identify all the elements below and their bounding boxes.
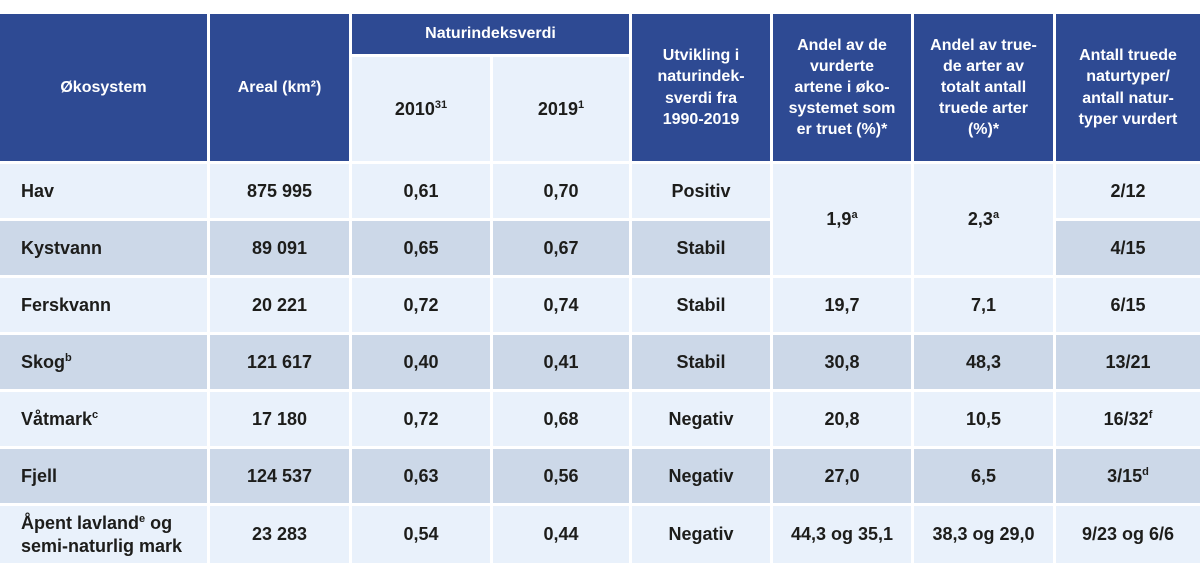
column-header-andel-vurderte: Andel av de vurderte artene i øko- syste… bbox=[773, 14, 911, 161]
row-fjell-andel-vurderte: 27,0 bbox=[773, 449, 911, 503]
column-group-header-naturindeksverdi: Naturindeksverdi bbox=[352, 14, 629, 54]
row-vatmark-andel-vurderte: 20,8 bbox=[773, 392, 911, 446]
footnote-marker: 31 bbox=[434, 98, 448, 111]
row-fjell-name: Fjell bbox=[0, 449, 207, 503]
row-vatmark-utvikling: Negativ bbox=[632, 392, 770, 446]
row-kystvann-areal: 89 091 bbox=[210, 221, 349, 275]
row-fjell-2019: 0,56 bbox=[493, 449, 629, 503]
row-apent-lavland-andel-truede: 38,3 og 29,0 bbox=[914, 506, 1053, 563]
row-skog-utvikling: Stabil bbox=[632, 335, 770, 389]
row-kystvann-name: Kystvann bbox=[0, 221, 207, 275]
row-fjell-utvikling: Negativ bbox=[632, 449, 770, 503]
row-fjell-areal: 124 537 bbox=[210, 449, 349, 503]
row-vatmark-andel-truede: 10,5 bbox=[914, 392, 1053, 446]
column-subheader-2019: 20191 bbox=[493, 57, 629, 161]
row-ferskvann-antall: 6/15 bbox=[1056, 278, 1200, 332]
row-ferskvann-2010: 0,72 bbox=[352, 278, 490, 332]
row-hav-2019: 0,70 bbox=[493, 164, 629, 218]
row-skog-andel-truede: 48,3 bbox=[914, 335, 1053, 389]
row-skog-areal: 121 617 bbox=[210, 335, 349, 389]
row-ferskvann-andel-vurderte: 19,7 bbox=[773, 278, 911, 332]
column-header-areal: Areal (km²) bbox=[210, 14, 349, 161]
row-fjell-2010: 0,63 bbox=[352, 449, 490, 503]
column-header-andel-truede: Andel av true- de arter av totalt antall… bbox=[914, 14, 1053, 161]
row-apent-lavland-utvikling: Negativ bbox=[632, 506, 770, 563]
row-hav-utvikling: Positiv bbox=[632, 164, 770, 218]
row-vatmark-name: Våtmarkc bbox=[0, 392, 207, 446]
year-2010-label: 2010 bbox=[394, 98, 435, 119]
row-ferskvann-areal: 20 221 bbox=[210, 278, 349, 332]
column-header-utvikling: Utvikling i naturindek- sverdi fra 1990-… bbox=[632, 14, 770, 161]
row-skog-andel-vurderte: 30,8 bbox=[773, 335, 911, 389]
footnote-marker: e bbox=[139, 513, 146, 525]
footnote-marker: d bbox=[1142, 465, 1149, 478]
row-kystvann-antall: 4/15 bbox=[1056, 221, 1200, 275]
row-ferskvann-utvikling: Stabil bbox=[632, 278, 770, 332]
merged-cell-andel-vurderte: 1,9a bbox=[773, 164, 911, 275]
column-header-antall-naturtyper: Antall truede naturtyper/ antall natur- … bbox=[1056, 14, 1200, 161]
row-skog-2019: 0,41 bbox=[493, 335, 629, 389]
column-subheader-2010: 201031 bbox=[352, 57, 490, 161]
row-fjell-andel-truede: 6,5 bbox=[914, 449, 1053, 503]
row-ferskvann-andel-truede: 7,1 bbox=[914, 278, 1053, 332]
footnote-marker: c bbox=[92, 408, 99, 421]
row-kystvann-utvikling: Stabil bbox=[632, 221, 770, 275]
row-apent-lavland-name: Åpent lavlande og semi-naturlig mark bbox=[0, 506, 207, 563]
row-ferskvann-name: Ferskvann bbox=[0, 278, 207, 332]
row-ferskvann-2019: 0,74 bbox=[493, 278, 629, 332]
row-vatmark-antall: 16/32f bbox=[1056, 392, 1200, 446]
row-hav-antall: 2/12 bbox=[1056, 164, 1200, 218]
column-header-okosystem: Økosystem bbox=[0, 14, 207, 161]
row-apent-lavland-2019: 0,44 bbox=[493, 506, 629, 563]
row-skog-antall: 13/21 bbox=[1056, 335, 1200, 389]
row-apent-lavland-antall: 9/23 og 6/6 bbox=[1056, 506, 1200, 563]
row-skog-2010: 0,40 bbox=[352, 335, 490, 389]
ecosystem-nature-index-table: Økosystem Areal (km²) Naturindeksverdi 2… bbox=[0, 14, 1200, 563]
row-hav-name: Hav bbox=[0, 164, 207, 218]
row-hav-2010: 0,61 bbox=[352, 164, 490, 218]
footnote-marker: a bbox=[992, 209, 1000, 221]
row-hav-areal: 875 995 bbox=[210, 164, 349, 218]
row-fjell-antall: 3/15d bbox=[1056, 449, 1200, 503]
row-kystvann-2019: 0,67 bbox=[493, 221, 629, 275]
footnote-marker: f bbox=[1148, 408, 1153, 421]
row-apent-lavland-2010: 0,54 bbox=[352, 506, 490, 563]
row-vatmark-areal: 17 180 bbox=[210, 392, 349, 446]
footnote-marker: a bbox=[851, 209, 858, 221]
row-kystvann-2010: 0,65 bbox=[352, 221, 490, 275]
row-vatmark-2019: 0,68 bbox=[493, 392, 629, 446]
row-vatmark-2010: 0,72 bbox=[352, 392, 490, 446]
row-apent-lavland-andel-vurderte: 44,3 og 35,1 bbox=[773, 506, 911, 563]
row-apent-lavland-areal: 23 283 bbox=[210, 506, 349, 563]
row-skog-name: Skogb bbox=[0, 335, 207, 389]
footnote-marker: 1 bbox=[577, 98, 585, 111]
footnote-marker: b bbox=[65, 351, 72, 364]
year-2019-label: 2019 bbox=[537, 98, 578, 119]
merged-cell-andel-truede: 2,3a bbox=[914, 164, 1053, 275]
